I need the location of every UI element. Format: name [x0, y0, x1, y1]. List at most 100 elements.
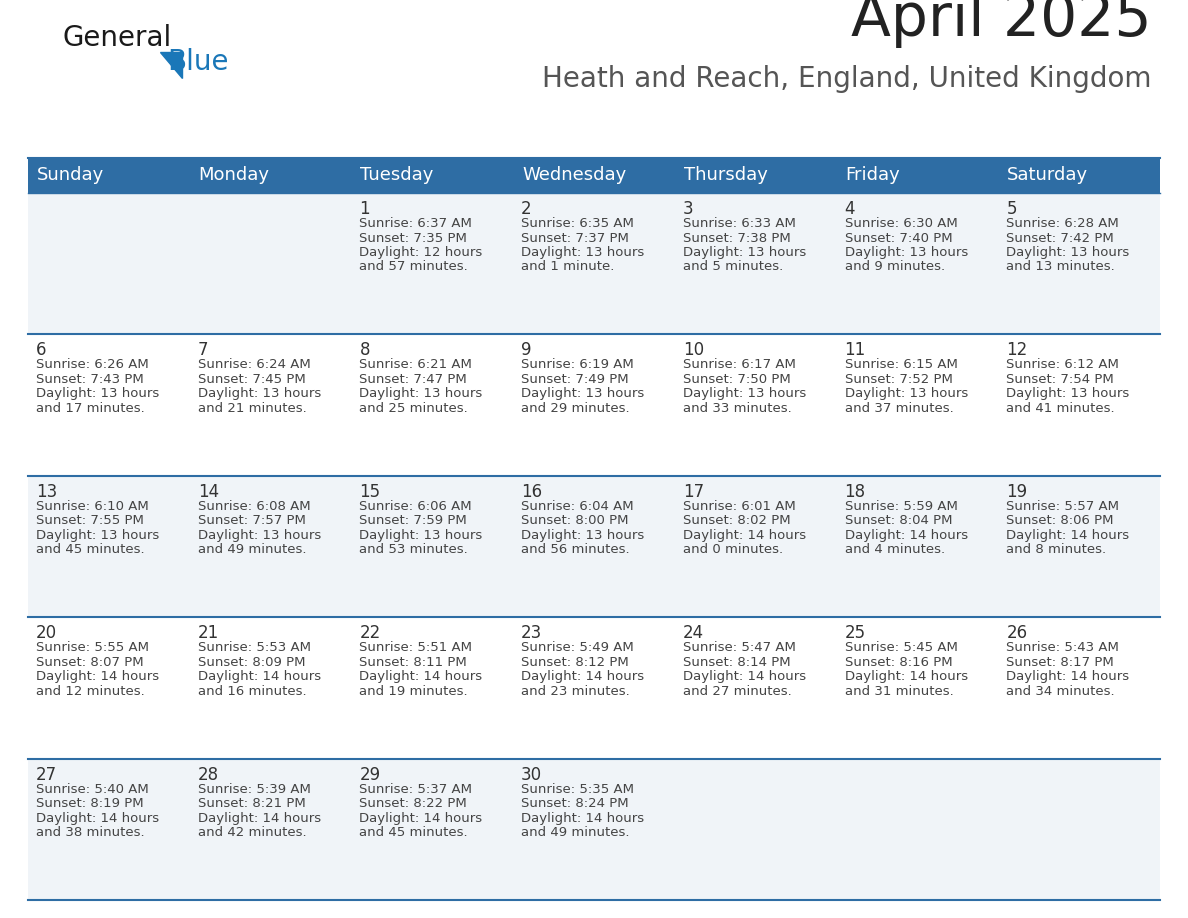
Text: Saturday: Saturday [1007, 166, 1088, 185]
Text: Sunset: 8:11 PM: Sunset: 8:11 PM [360, 655, 467, 668]
Text: Sunrise: 5:57 AM: Sunrise: 5:57 AM [1006, 499, 1119, 513]
Text: Sunset: 7:35 PM: Sunset: 7:35 PM [360, 231, 467, 244]
Text: Sunset: 8:02 PM: Sunset: 8:02 PM [683, 514, 790, 527]
Text: Sunset: 7:42 PM: Sunset: 7:42 PM [1006, 231, 1114, 244]
Bar [998, 476, 1159, 617]
Text: and 31 minutes.: and 31 minutes. [845, 685, 953, 698]
Text: Sunset: 8:00 PM: Sunset: 8:00 PM [522, 514, 628, 527]
Text: Sunset: 7:38 PM: Sunset: 7:38 PM [683, 231, 790, 244]
Text: Wednesday: Wednesday [523, 166, 626, 185]
Text: Sunset: 7:57 PM: Sunset: 7:57 PM [197, 514, 305, 527]
Text: 16: 16 [522, 483, 542, 501]
Text: and 1 minute.: and 1 minute. [522, 261, 614, 274]
Bar [29, 158, 1159, 193]
Text: and 4 minutes.: and 4 minutes. [845, 543, 944, 556]
Text: Sunset: 7:59 PM: Sunset: 7:59 PM [360, 514, 467, 527]
Text: Daylight: 14 hours: Daylight: 14 hours [360, 812, 482, 824]
Text: Daylight: 14 hours: Daylight: 14 hours [36, 670, 159, 683]
Text: Sunset: 7:49 PM: Sunset: 7:49 PM [522, 373, 628, 386]
Bar [190, 193, 352, 334]
Text: and 21 minutes.: and 21 minutes. [197, 402, 307, 415]
Text: 8: 8 [360, 341, 369, 360]
Text: Sunrise: 6:04 AM: Sunrise: 6:04 AM [522, 499, 633, 513]
Text: Daylight: 13 hours: Daylight: 13 hours [522, 246, 644, 259]
Text: 23: 23 [522, 624, 543, 643]
Text: Daylight: 13 hours: Daylight: 13 hours [360, 529, 482, 542]
Text: Daylight: 14 hours: Daylight: 14 hours [845, 529, 968, 542]
Text: and 23 minutes.: and 23 minutes. [522, 685, 630, 698]
Text: Sunset: 7:54 PM: Sunset: 7:54 PM [1006, 373, 1114, 386]
Text: and 0 minutes.: and 0 minutes. [683, 543, 783, 556]
Text: Sunrise: 6:30 AM: Sunrise: 6:30 AM [845, 217, 958, 230]
Bar [675, 476, 836, 617]
Text: Daylight: 13 hours: Daylight: 13 hours [845, 246, 968, 259]
Text: Daylight: 14 hours: Daylight: 14 hours [1006, 670, 1130, 683]
Text: Sunrise: 6:33 AM: Sunrise: 6:33 AM [683, 217, 796, 230]
Text: Sunrise: 6:21 AM: Sunrise: 6:21 AM [360, 358, 473, 372]
Text: Sunrise: 6:19 AM: Sunrise: 6:19 AM [522, 358, 634, 372]
Text: and 12 minutes.: and 12 minutes. [36, 685, 145, 698]
Text: Daylight: 14 hours: Daylight: 14 hours [197, 670, 321, 683]
Text: Sunset: 8:09 PM: Sunset: 8:09 PM [197, 655, 305, 668]
Bar [352, 193, 513, 334]
Text: and 33 minutes.: and 33 minutes. [683, 402, 791, 415]
Text: Daylight: 13 hours: Daylight: 13 hours [522, 387, 644, 400]
Text: Sunset: 7:40 PM: Sunset: 7:40 PM [845, 231, 953, 244]
Text: Sunset: 8:17 PM: Sunset: 8:17 PM [1006, 655, 1114, 668]
Text: Daylight: 14 hours: Daylight: 14 hours [522, 670, 644, 683]
Text: Sunset: 7:47 PM: Sunset: 7:47 PM [360, 373, 467, 386]
Text: Daylight: 13 hours: Daylight: 13 hours [1006, 246, 1130, 259]
Bar [190, 476, 352, 617]
Text: Sunrise: 5:45 AM: Sunrise: 5:45 AM [845, 641, 958, 655]
Bar [836, 758, 998, 900]
Text: Daylight: 13 hours: Daylight: 13 hours [360, 387, 482, 400]
Text: Daylight: 14 hours: Daylight: 14 hours [522, 812, 644, 824]
Text: and 16 minutes.: and 16 minutes. [197, 685, 307, 698]
Text: April 2025: April 2025 [852, 0, 1152, 48]
Text: Daylight: 13 hours: Daylight: 13 hours [683, 246, 807, 259]
Text: 30: 30 [522, 766, 542, 784]
Text: Sunrise: 5:55 AM: Sunrise: 5:55 AM [36, 641, 148, 655]
Text: Daylight: 13 hours: Daylight: 13 hours [197, 529, 321, 542]
Text: Heath and Reach, England, United Kingdom: Heath and Reach, England, United Kingdom [543, 65, 1152, 93]
Text: Sunset: 7:43 PM: Sunset: 7:43 PM [36, 373, 144, 386]
Text: 11: 11 [845, 341, 866, 360]
Text: 29: 29 [360, 766, 380, 784]
Text: Sunday: Sunday [37, 166, 105, 185]
Bar [998, 334, 1159, 476]
Bar [836, 476, 998, 617]
Text: 19: 19 [1006, 483, 1028, 501]
Bar [29, 617, 190, 758]
Text: Daylight: 13 hours: Daylight: 13 hours [683, 387, 807, 400]
Text: Sunrise: 6:15 AM: Sunrise: 6:15 AM [845, 358, 958, 372]
Text: Sunrise: 6:37 AM: Sunrise: 6:37 AM [360, 217, 473, 230]
Text: Sunrise: 6:26 AM: Sunrise: 6:26 AM [36, 358, 148, 372]
Text: Friday: Friday [846, 166, 901, 185]
Text: and 5 minutes.: and 5 minutes. [683, 261, 783, 274]
Text: Sunrise: 6:12 AM: Sunrise: 6:12 AM [1006, 358, 1119, 372]
Text: Sunset: 7:52 PM: Sunset: 7:52 PM [845, 373, 953, 386]
Bar [513, 476, 675, 617]
Bar [836, 617, 998, 758]
Text: and 9 minutes.: and 9 minutes. [845, 261, 944, 274]
Text: 14: 14 [197, 483, 219, 501]
Text: 27: 27 [36, 766, 57, 784]
Text: Daylight: 13 hours: Daylight: 13 hours [845, 387, 968, 400]
Text: 1: 1 [360, 200, 369, 218]
Text: 28: 28 [197, 766, 219, 784]
Text: Sunrise: 5:49 AM: Sunrise: 5:49 AM [522, 641, 634, 655]
Bar [190, 758, 352, 900]
Text: Sunset: 8:07 PM: Sunset: 8:07 PM [36, 655, 144, 668]
Text: 25: 25 [845, 624, 866, 643]
Text: Sunrise: 6:06 AM: Sunrise: 6:06 AM [360, 499, 472, 513]
Bar [998, 193, 1159, 334]
Text: Sunrise: 6:17 AM: Sunrise: 6:17 AM [683, 358, 796, 372]
Text: Sunset: 8:12 PM: Sunset: 8:12 PM [522, 655, 628, 668]
Text: 10: 10 [683, 341, 704, 360]
Text: 21: 21 [197, 624, 219, 643]
Text: Daylight: 12 hours: Daylight: 12 hours [360, 246, 482, 259]
Text: Sunset: 8:14 PM: Sunset: 8:14 PM [683, 655, 790, 668]
Text: 15: 15 [360, 483, 380, 501]
Text: Sunrise: 5:43 AM: Sunrise: 5:43 AM [1006, 641, 1119, 655]
Text: 17: 17 [683, 483, 704, 501]
